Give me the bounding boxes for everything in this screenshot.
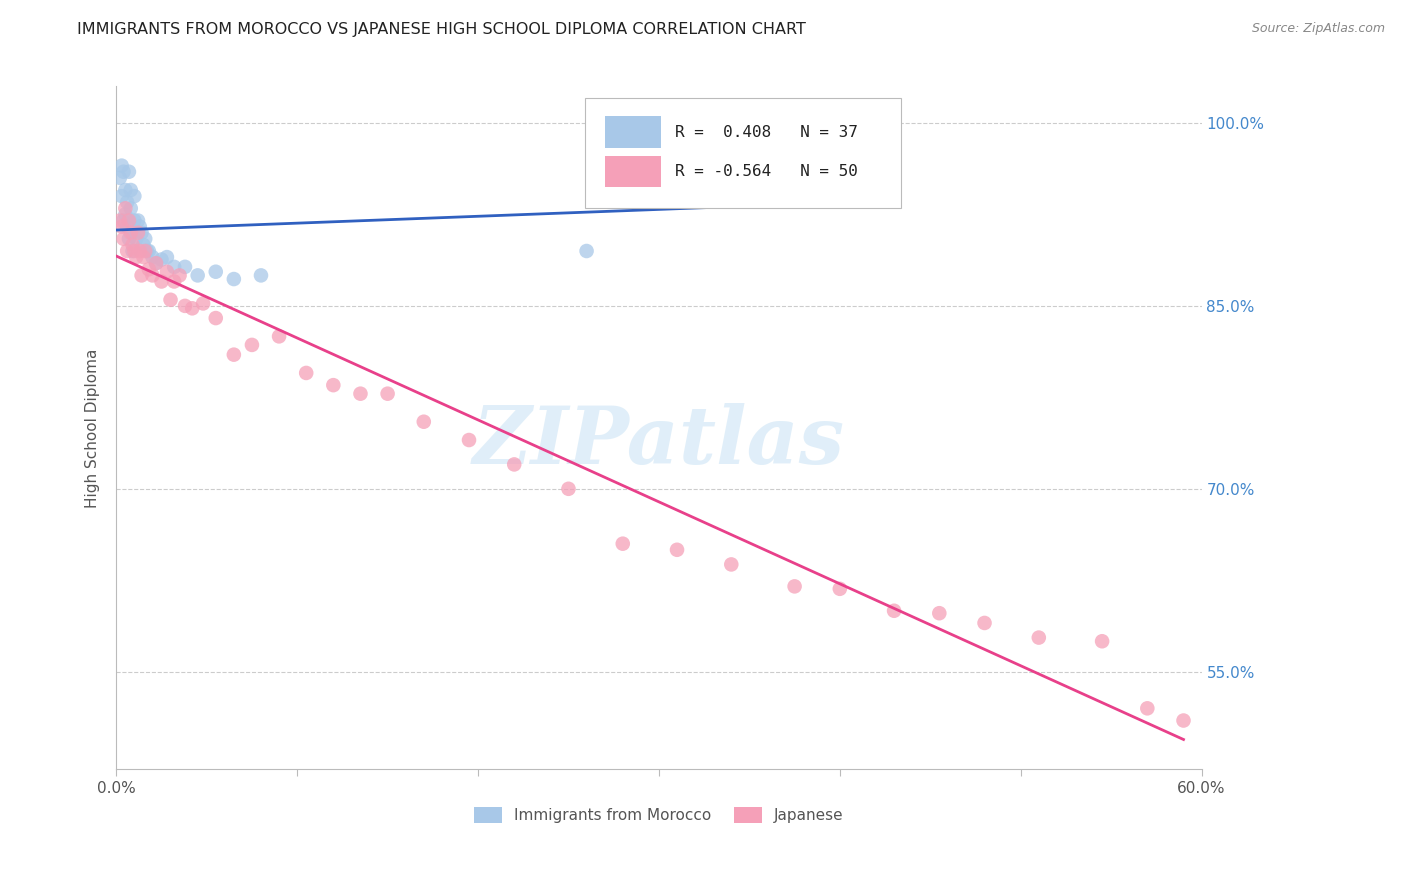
Point (250, 268, 273, 283)
Point (136, 244, 159, 258)
Point (125, 232, 148, 246)
Point (112, 165, 135, 179)
Point (120, 202, 142, 216)
Point (720, 558, 742, 572)
Point (163, 275, 186, 289)
Point (458, 433, 481, 447)
Point (163, 260, 186, 274)
Point (349, 386, 371, 401)
Point (127, 213, 149, 227)
Point (612, 537, 634, 551)
Point (204, 265, 226, 279)
Point (174, 260, 197, 274)
Point (134, 232, 156, 246)
Point (134, 244, 156, 258)
Point (174, 299, 197, 313)
Point (295, 366, 318, 380)
Point (150, 275, 173, 289)
Y-axis label: High School Diploma: High School Diploma (86, 348, 100, 508)
Point (124, 213, 146, 227)
Point (118, 232, 141, 246)
Text: IMMIGRANTS FROM MOROCCO VS JAPANESE HIGH SCHOOL DIPLOMA CORRELATION CHART: IMMIGRANTS FROM MOROCCO VS JAPANESE HIGH… (77, 22, 806, 37)
Point (928, 606, 950, 620)
Point (121, 238, 143, 252)
Point (240, 338, 263, 352)
Point (503, 458, 526, 472)
Point (131, 268, 153, 283)
Point (114, 183, 136, 197)
Point (131, 226, 153, 240)
Point (1091, 634, 1114, 648)
Point (115, 244, 138, 258)
Point (145, 256, 167, 270)
Point (156, 265, 179, 279)
Point (973, 615, 995, 630)
Point (169, 268, 191, 283)
Point (120, 183, 142, 197)
Point (124, 244, 146, 258)
Point (141, 250, 163, 264)
Point (181, 301, 204, 316)
Point (108, 170, 131, 185)
Point (267, 329, 290, 343)
Point (322, 378, 344, 392)
Point (118, 165, 141, 179)
Legend: Immigrants from Morocco, Japanese: Immigrants from Morocco, Japanese (474, 807, 844, 823)
Point (111, 219, 134, 234)
Point (145, 256, 167, 270)
Text: R = -0.564   N = 50: R = -0.564 N = 50 (675, 164, 858, 179)
Text: Source: ZipAtlas.com: Source: ZipAtlas.com (1251, 22, 1385, 36)
Point (1136, 701, 1159, 715)
Point (666, 542, 689, 557)
Point (150, 252, 173, 267)
Point (120, 226, 142, 240)
Point (883, 604, 905, 618)
Point (1028, 631, 1050, 645)
Point (121, 226, 143, 240)
Point (828, 582, 851, 596)
Point (112, 213, 135, 227)
Point (112, 232, 135, 246)
Point (132, 238, 155, 252)
Point (128, 244, 150, 258)
Point (124, 189, 146, 203)
Point (141, 268, 163, 283)
Point (1173, 714, 1195, 728)
Point (377, 386, 399, 401)
Point (191, 296, 214, 310)
Point (128, 219, 150, 234)
Point (115, 219, 138, 234)
Point (111, 159, 134, 173)
Point (111, 189, 134, 203)
Point (118, 213, 141, 227)
Point (222, 272, 245, 286)
Point (138, 262, 160, 277)
FancyBboxPatch shape (605, 117, 661, 148)
Point (557, 482, 579, 496)
Point (187, 268, 209, 283)
Text: ZIPatlas: ZIPatlas (472, 403, 845, 480)
Point (156, 250, 179, 264)
Point (114, 207, 136, 221)
Point (125, 250, 148, 264)
FancyBboxPatch shape (585, 98, 901, 208)
Point (114, 202, 136, 216)
Point (702, 119, 724, 133)
Point (204, 311, 226, 326)
Point (132, 250, 155, 264)
Point (575, 244, 598, 258)
Point (222, 348, 245, 362)
Point (121, 244, 143, 258)
Point (108, 213, 131, 227)
Point (115, 195, 138, 210)
Point (127, 226, 149, 240)
Point (159, 293, 181, 307)
Point (412, 415, 434, 429)
Point (783, 579, 806, 593)
Text: R =  0.408   N = 37: R = 0.408 N = 37 (675, 125, 858, 140)
Point (138, 244, 160, 258)
FancyBboxPatch shape (605, 156, 661, 187)
